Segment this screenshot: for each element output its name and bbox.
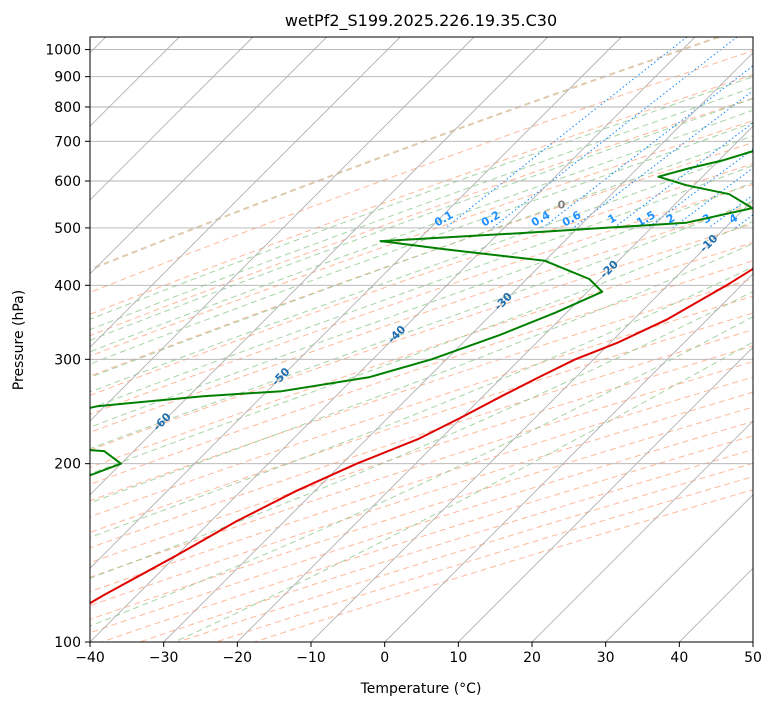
dry-adiabat-line [90,361,753,578]
y-axis-label: Pressure (hPa) [11,290,27,390]
y-tick-label: 500 [54,221,81,237]
x-tick-label: −20 [223,650,253,666]
temperature-profile-line [90,267,753,605]
x-axis-ticks: −40 −30 −20 −10 0 10 20 30 40 50 [75,642,762,666]
plot-area: 0.10.20.40.611.52346810131620253036-100-… [90,37,753,642]
pressure-gridlines [90,49,753,642]
moist-adiabat-line [90,86,753,331]
dry-adiabat-line [139,449,753,642]
x-tick-label: −40 [75,650,105,666]
isotherm-line [384,273,753,642]
isotherm-line [310,199,753,642]
isotherm-line [531,420,753,642]
isotherm-line [605,494,753,642]
x-tick-label: 40 [670,650,688,666]
y-axis-ticks: 1000 900 800 700 600 500 400 300 200 100 [45,43,90,651]
isotherm-line [90,37,328,275]
dry-adiabat-line [90,50,753,293]
dry-adiabat-line [90,329,753,549]
moist-adiabats [90,76,753,642]
x-tick-label: 30 [597,650,615,666]
y-tick-label: 1000 [45,43,81,59]
dry-adiabat-line [215,476,753,642]
isotherm-line [90,37,254,201]
y-tick-label: 100 [54,635,81,651]
profile-series [90,150,753,605]
isotherm-line [90,37,475,422]
dry-adiabat-line [101,435,753,642]
moist-adiabat-label: 0 [558,199,566,212]
moist-adiabat-line [90,135,753,378]
isotherm-line [90,37,549,496]
y-tick-label: 200 [54,457,81,473]
dry-adiabat-line [90,163,753,396]
dry-adiabat-line [90,37,720,271]
dry-adiabat-line [90,345,753,564]
chart-title: wetPf2_S199.2025.226.19.35.C30 [285,11,557,31]
y-tick-label: 700 [54,134,81,150]
y-tick-label: 600 [54,174,81,190]
dry-adiabats [90,37,753,642]
dry-adiabat-line [90,120,753,357]
dry-adiabat-line [90,97,753,337]
moist-adiabat-line [90,98,753,341]
isotherm-line [236,125,753,642]
x-axis-label: Temperature (°C) [360,681,482,697]
dry-adiabat-line [254,489,753,642]
x-tick-label: 20 [523,650,541,666]
isotherm-line [90,37,401,348]
mixing-ratio-line [445,37,688,229]
mixing-ratio-line [542,65,753,229]
y-tick-label: 800 [54,100,81,116]
moist-adiabat-line [90,316,753,627]
dry-adiabat-line [90,183,753,415]
isotherm-line [163,52,753,642]
x-tick-label: 10 [449,650,467,666]
x-tick-label: −10 [296,650,326,666]
x-tick-label: 50 [744,650,762,666]
dry-adiabat-line [177,462,753,642]
isotherm-line [90,37,622,569]
moist-adiabat-line [90,220,753,475]
isotherm-line [457,346,753,642]
y-tick-label: 400 [54,278,81,294]
y-tick-label: 300 [54,352,81,368]
mixing-ratio-line [613,122,753,229]
dry-adiabat-line [90,142,753,377]
isotherm-line [90,37,696,642]
x-tick-label: 0 [380,650,389,666]
moist-adiabat-line [90,290,753,579]
mixing-ratio-line [672,167,753,229]
plot-frame [89,36,754,643]
x-tick-label: −30 [149,650,179,666]
moist-adiabat-line [90,76,753,320]
dewpoint-profile-line [90,150,753,477]
y-tick-label: 900 [54,70,81,86]
moist-adiabat-line [90,200,753,450]
isotherms [90,37,753,642]
mixing-ratio-lines [445,37,753,229]
moist-adiabat-line [90,164,753,410]
